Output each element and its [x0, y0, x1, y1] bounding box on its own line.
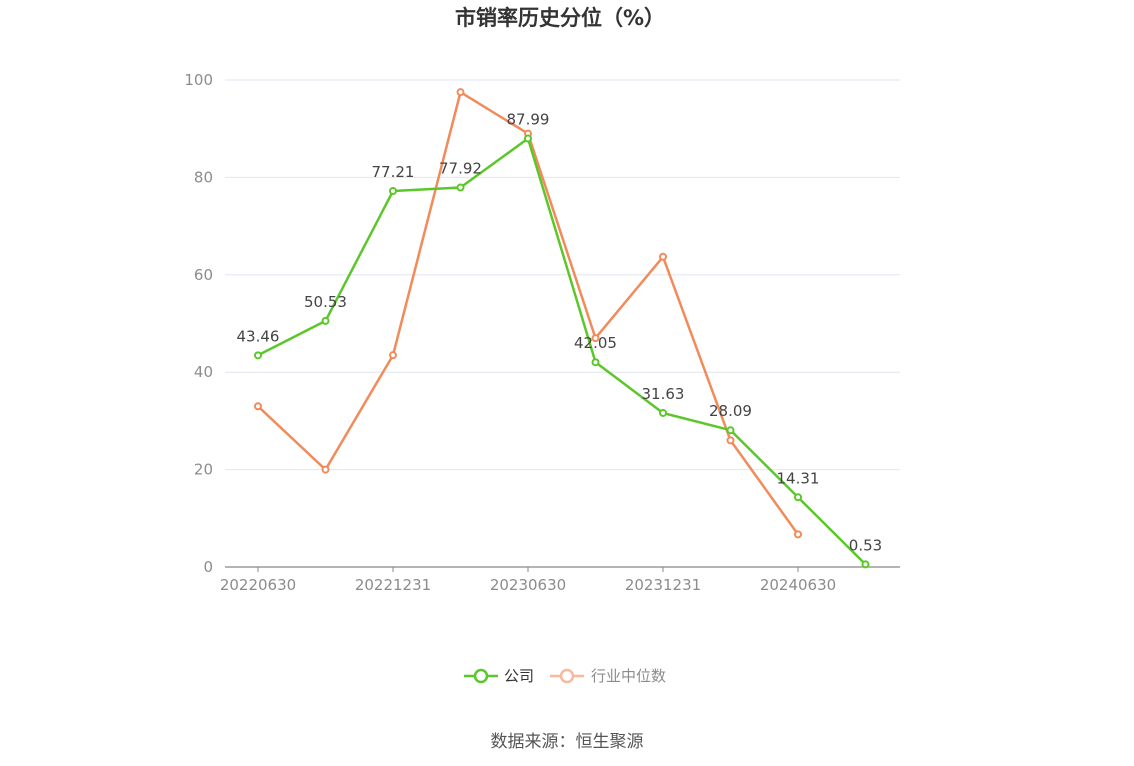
source-note: 数据来源：恒生聚源	[491, 732, 644, 752]
data-label: 87.99	[507, 110, 550, 128]
legend[interactable]: 公司 行业中位数	[464, 667, 666, 685]
data-point	[591, 358, 600, 367]
y-tick-label: 0	[203, 558, 213, 576]
data-point	[659, 252, 667, 261]
data-label: 50.53	[304, 293, 347, 311]
grid	[225, 79, 900, 471]
data-point	[254, 402, 262, 411]
data-point	[254, 351, 262, 360]
data-point	[456, 183, 465, 192]
series-line	[257, 137, 867, 566]
data-point	[794, 530, 802, 539]
data-point	[524, 134, 532, 143]
y-tick-label: 100	[184, 71, 213, 89]
data-point	[591, 334, 600, 343]
legend-marker-icon	[473, 668, 489, 684]
data-point	[321, 316, 330, 325]
data-label: 14.31	[777, 469, 820, 487]
data-point	[726, 436, 735, 445]
legend-item-company[interactable]: 公司	[464, 667, 534, 685]
data-point	[861, 560, 870, 569]
data-label: 77.92	[439, 160, 482, 178]
chart-title: 市销率历史分位（%）	[455, 6, 665, 30]
series-company	[254, 134, 870, 569]
y-tick-label: 60	[194, 266, 213, 284]
data-label: 0.53	[849, 536, 882, 554]
legend-marker-icon	[559, 668, 575, 684]
series-industry-median	[254, 88, 802, 539]
data-point	[794, 493, 802, 502]
x-tick-label: 20240630	[760, 576, 836, 594]
axes: 0 20 40 60 80 100 20220630 20221231 20230630 2023…	[184, 71, 900, 594]
legend-label: 公司	[504, 667, 534, 685]
data-label: 77.21	[372, 163, 415, 181]
x-tick-label: 20221231	[355, 576, 431, 594]
data-label: 28.09	[709, 402, 752, 420]
series	[254, 88, 870, 569]
legend-item-industry-median[interactable]: 行业中位数	[550, 667, 666, 685]
data-point	[389, 351, 397, 360]
legend-label: 行业中位数	[591, 667, 666, 685]
data-point	[321, 465, 330, 474]
data-label: 42.05	[574, 334, 617, 352]
data-label: 43.46	[237, 327, 280, 345]
x-tick-label: 20231231	[625, 576, 701, 594]
data-point	[456, 88, 465, 97]
series-line	[257, 90, 800, 536]
y-tick-label: 40	[194, 363, 213, 381]
data-labels: 43.46 50.53 77.21 77.92 87.99 42.05 31.63 28.09…	[237, 110, 883, 554]
y-tick-label: 20	[194, 461, 213, 479]
y-tick-label: 80	[194, 168, 213, 186]
data-point	[659, 408, 667, 417]
data-point	[726, 426, 735, 435]
data-label: 31.63	[642, 385, 685, 403]
data-point	[389, 186, 397, 195]
x-tick-label: 20220630	[220, 576, 296, 594]
x-tick-label: 20230630	[490, 576, 566, 594]
